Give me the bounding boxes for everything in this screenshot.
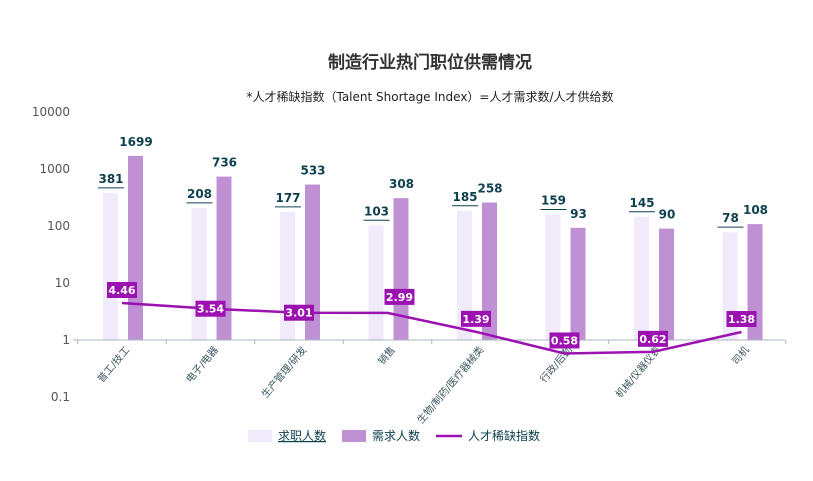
- x-tick-label: 生物/制药/医疗器械类: [414, 344, 486, 426]
- line-point-label: 3.54: [197, 303, 224, 316]
- bar-demand: [747, 224, 763, 340]
- data-label-seekers: 177: [275, 191, 300, 205]
- bar-demand: [305, 184, 320, 340]
- bar-seekers: [368, 225, 384, 340]
- y-tick-label: 10000: [32, 105, 70, 119]
- line-point-label: 1.38: [728, 313, 755, 326]
- data-label-demand: 533: [300, 164, 325, 178]
- line-point-label-box: [107, 281, 137, 298]
- bar-seekers: [103, 192, 118, 340]
- bar-demand: [570, 227, 586, 340]
- bar-seekers: [545, 214, 561, 340]
- bar-demand: [216, 176, 232, 340]
- x-tick-label: 司机: [729, 344, 752, 368]
- legend-label-demand[interactable]: 需求人数: [372, 428, 420, 443]
- data-label-seekers: 78: [722, 211, 739, 225]
- data-label-demand: 308: [389, 177, 414, 191]
- legend-swatch-seekers: [248, 430, 272, 442]
- y-tick-label: 10: [55, 276, 70, 290]
- x-tick-label: 销售: [375, 344, 398, 368]
- line-point-label-box: [461, 310, 491, 327]
- data-label-seekers: 381: [98, 172, 123, 186]
- line-point-label: 4.46: [108, 284, 135, 297]
- data-label-demand: 93: [570, 207, 587, 221]
- data-label-seekers: 103: [364, 204, 389, 218]
- line-point-label: 3.01: [285, 307, 312, 320]
- line-point-label: 0.62: [639, 333, 666, 346]
- bar-demand: [482, 202, 497, 340]
- data-label-demand: 108: [743, 203, 768, 217]
- line-point-label-box: [284, 304, 314, 321]
- line-point-label: 1.39: [462, 313, 489, 326]
- data-label-demand: 736: [212, 156, 237, 170]
- y-tick-label: 1: [62, 333, 70, 347]
- bar-seekers: [191, 207, 207, 340]
- data-label-demand: 258: [477, 182, 502, 196]
- line-point-label: 2.99: [386, 291, 413, 304]
- data-label-seekers: 185: [452, 190, 477, 204]
- y-tick-label: 0.1: [51, 390, 70, 404]
- chart-title: 制造行业热门职位供需情况: [328, 52, 532, 73]
- y-tick-label: 1000: [39, 162, 70, 176]
- legend-label-seekers[interactable]: 求职人数: [278, 428, 326, 443]
- line-point-label-box: [638, 330, 668, 347]
- data-label-seekers: 208: [187, 187, 212, 201]
- bar-demand: [659, 228, 674, 340]
- bar-demand: [128, 155, 143, 340]
- line-point-label-box: [195, 300, 226, 317]
- data-label-seekers: 159: [541, 194, 566, 208]
- data-label-seekers: 145: [629, 196, 654, 210]
- data-label-demand: 1699: [119, 135, 152, 149]
- x-tick-label: 电子/电器: [183, 344, 221, 386]
- line-point-label-box: [549, 332, 580, 349]
- bar-demand: [393, 198, 409, 340]
- line-point-label-box: [384, 288, 415, 305]
- bar-seekers: [280, 211, 295, 340]
- bar-seekers: [634, 216, 649, 340]
- chart-subtitle: *人才稀缺指数（Talent Shortage Index）=人才需求数/人才供…: [246, 89, 613, 104]
- bar-seekers: [457, 210, 472, 340]
- data-label-demand: 90: [659, 208, 676, 222]
- line-point-label: 0.58: [551, 334, 578, 347]
- x-tick-label: 行政/后勤: [537, 344, 575, 386]
- x-tick-label: 普工/技工: [94, 344, 132, 386]
- line-point-label-box: [726, 311, 757, 328]
- x-tick-label: 生产管理/研发: [259, 344, 310, 401]
- legend-swatch-demand: [342, 430, 366, 442]
- legend-label-line[interactable]: 人才稀缺指数: [468, 428, 540, 443]
- y-tick-label: 100: [47, 219, 70, 233]
